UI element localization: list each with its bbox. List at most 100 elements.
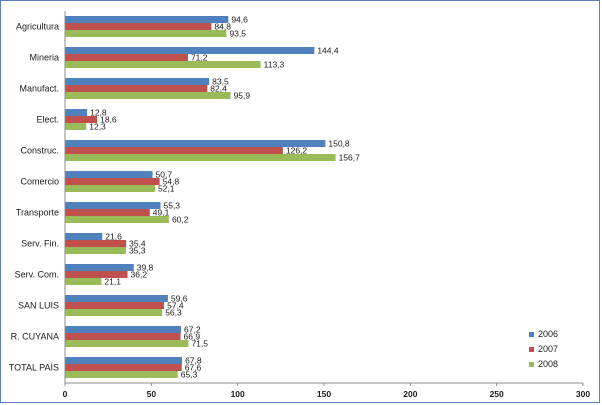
- bar-2006: [65, 295, 168, 302]
- category-label: Comercio: [20, 177, 59, 187]
- bar-2006: [65, 78, 210, 85]
- value-labels: 94,684,893,5 144,4 71,2 113,3 83,582,4 95,9 12…: [89, 15, 360, 380]
- category-label: Serv. Fin.: [21, 239, 59, 249]
- data-label: 50,7: [156, 170, 173, 180]
- category-label: Agricultura: [16, 22, 59, 32]
- bar-2007: [65, 271, 128, 278]
- bar-2008: [65, 61, 261, 68]
- data-label: 67,8: [185, 356, 202, 366]
- x-tick-label: 50: [147, 389, 157, 399]
- bar-2008: [65, 216, 169, 223]
- data-label: 65,3: [181, 370, 198, 380]
- x-axis: 0 50 100 150 200 250 300: [63, 11, 590, 399]
- data-label: 56,3: [165, 308, 182, 318]
- data-label: 55,3: [163, 201, 180, 211]
- bar-2006: [65, 171, 153, 178]
- data-label: 54,8: [163, 177, 180, 187]
- data-label: 36,2: [131, 270, 148, 280]
- bar-2008: [65, 154, 336, 161]
- bar-2007: [65, 116, 98, 123]
- data-label: 35,4: [129, 239, 146, 249]
- data-label: 21,6: [105, 232, 122, 242]
- legend-swatch-2006: [529, 332, 534, 337]
- data-label: 21,1: [104, 277, 121, 287]
- x-tick-label: 250: [490, 389, 504, 399]
- x-tick-label: 200: [403, 389, 417, 399]
- bar-2007: [65, 240, 127, 247]
- bar-2006: [65, 140, 326, 147]
- data-label: 71,2: [191, 53, 208, 63]
- bar-2006: [65, 109, 88, 116]
- legend-label: 2007: [538, 344, 558, 354]
- bar-2007: [65, 333, 181, 340]
- data-label: 66,9: [184, 332, 201, 342]
- bar-2006: [65, 357, 183, 364]
- data-label: 49,1: [153, 208, 170, 218]
- bars-layer: [65, 16, 336, 378]
- data-label: 59,6: [171, 294, 188, 304]
- bar-2006: [65, 16, 229, 23]
- x-tick-label: 0: [63, 389, 68, 399]
- bar-2006: [65, 264, 134, 271]
- data-label: 94,6: [231, 15, 248, 25]
- category-label: Elect.: [36, 115, 59, 125]
- bar-2008: [65, 92, 231, 99]
- category-label: Construc.: [20, 146, 59, 156]
- category-label: SAN LUIS: [18, 301, 59, 311]
- legend-label: 2008: [538, 359, 558, 369]
- category-label: Mineria: [29, 53, 59, 63]
- bar-2008: [65, 185, 155, 192]
- category-label: Transporte: [16, 208, 59, 218]
- data-label: 35,3: [129, 246, 146, 256]
- bar-2007: [65, 147, 283, 154]
- data-label: 156,7: [339, 153, 361, 163]
- category-label: R. CUYANA: [11, 332, 59, 342]
- bar-2006: [65, 233, 103, 240]
- bar-2006: [65, 202, 161, 209]
- legend-label: 2006: [538, 329, 558, 339]
- data-label: 126,2: [286, 146, 308, 156]
- data-label: 39,8: [137, 263, 154, 273]
- data-label: 60,2: [172, 215, 189, 225]
- data-label: 12,8: [90, 108, 107, 118]
- category-label: Serv. Com.: [15, 270, 59, 280]
- bar-2007: [65, 178, 160, 185]
- data-label: 95,9: [234, 91, 251, 101]
- legend-swatch-2008: [529, 362, 534, 367]
- legend: 2006 2007 2008: [529, 329, 558, 369]
- data-label: 67,2: [184, 325, 201, 335]
- data-label: 18,6: [100, 115, 117, 125]
- bar-2007: [65, 302, 165, 309]
- bar-2007: [65, 54, 188, 61]
- bar-2008: [65, 278, 102, 285]
- category-label: Manufact.: [19, 84, 59, 94]
- bar-2007: [65, 209, 150, 216]
- data-label: 83,5: [212, 77, 229, 87]
- bar-2007: [65, 23, 212, 30]
- data-label: 67,6: [185, 363, 202, 373]
- data-label: 82,4: [210, 84, 227, 94]
- data-label: 84,8: [214, 22, 231, 32]
- data-label: 150,8: [328, 139, 350, 149]
- legend-swatch-2007: [529, 347, 534, 352]
- data-label: 93,5: [229, 29, 246, 39]
- data-label: 113,3: [264, 60, 285, 70]
- bar-2006: [65, 47, 315, 54]
- bar-2008: [65, 123, 87, 130]
- data-label: 144,4: [317, 46, 339, 56]
- data-label: 57,4: [167, 301, 184, 311]
- x-tick-label: 100: [231, 389, 245, 399]
- x-tick-label: 150: [317, 389, 331, 399]
- x-tick-label: 300: [576, 389, 590, 399]
- category-labels: Agricultura Mineria Manufact. Elect. Constru…: [9, 22, 59, 373]
- bar-2006: [65, 326, 182, 333]
- bar-2008: [65, 371, 178, 378]
- bar-2008: [65, 340, 189, 347]
- data-label: 52,1: [158, 184, 175, 194]
- data-label: 71,5: [191, 339, 208, 349]
- bar-2007: [65, 85, 208, 92]
- bar-2008: [65, 309, 163, 316]
- data-label: 12,3: [89, 122, 106, 132]
